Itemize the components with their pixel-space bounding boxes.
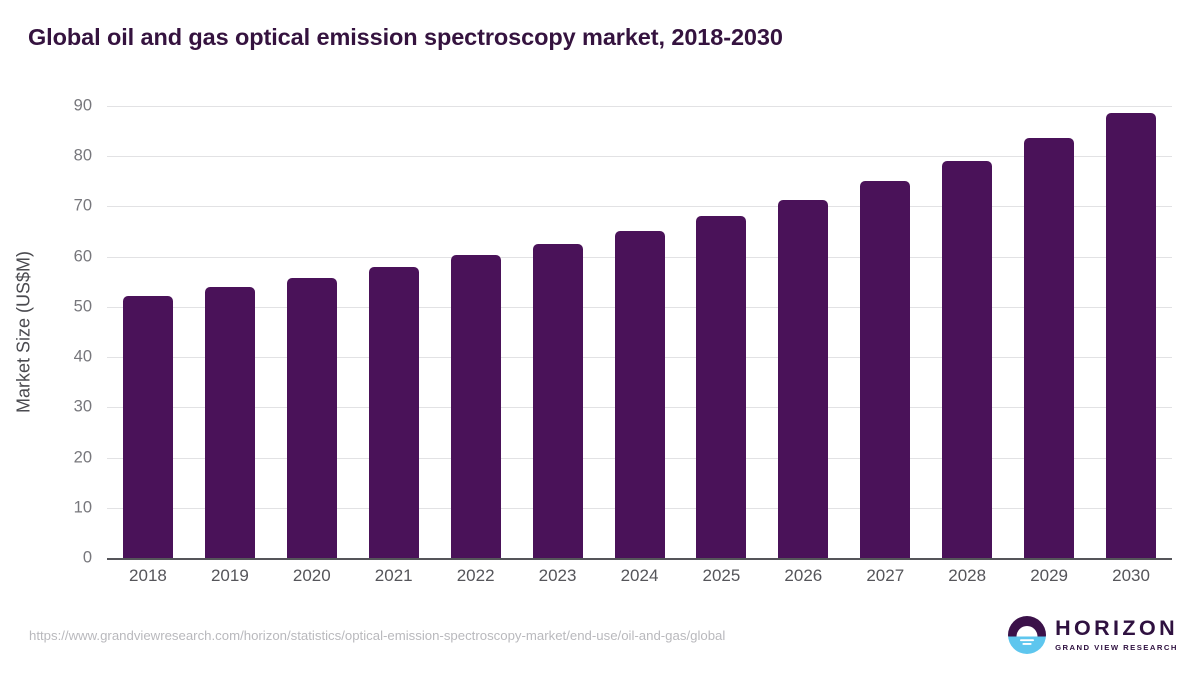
x-tick-label: 2020	[292, 566, 331, 585]
gridline	[107, 206, 1172, 208]
page-title: Global oil and gas optical emission spec…	[28, 24, 783, 50]
bar[interactable]	[450, 255, 501, 558]
x-tick-label: 2019	[210, 566, 249, 585]
bar[interactable]	[696, 215, 747, 558]
horizon-logo-text: HORIZON GRAND VIEW RESEARCH	[1055, 618, 1178, 651]
logo-wordmark: HORIZON	[1055, 616, 1178, 641]
gridline	[107, 156, 1172, 158]
bar[interactable]	[204, 287, 255, 558]
bar[interactable]	[368, 266, 419, 558]
bar[interactable]	[1106, 112, 1157, 558]
x-tick-label: 2023	[538, 566, 577, 585]
x-tick-label: 2021	[374, 566, 413, 585]
bar[interactable]	[778, 199, 829, 558]
y-tick-label: 10	[73, 498, 92, 517]
x-tick-label: 2025	[702, 566, 741, 585]
y-tick-label: 70	[73, 196, 92, 215]
y-tick-label: 80	[73, 146, 92, 165]
x-axis-line	[107, 558, 1172, 560]
bar[interactable]	[1024, 137, 1075, 558]
x-tick-label: 2026	[784, 566, 823, 585]
bar[interactable]	[860, 180, 911, 558]
horizon-logo-icon	[1008, 616, 1047, 654]
horizon-logo[interactable]: HORIZON GRAND VIEW RESEARCH	[1008, 612, 1178, 658]
x-tick-label: 2027	[866, 566, 905, 585]
bar[interactable]	[942, 160, 993, 558]
x-tick-label: 2030	[1112, 566, 1150, 585]
bar[interactable]	[122, 296, 173, 558]
y-tick-label: 50	[73, 297, 92, 316]
bar[interactable]	[286, 277, 337, 558]
y-tick-label: 40	[73, 347, 92, 366]
y-tick-label: 60	[73, 247, 92, 266]
bar[interactable]	[532, 243, 583, 558]
x-tick-label: 2029	[1030, 566, 1069, 585]
x-tick-label: 2024	[620, 566, 659, 585]
logo-tagline: GRAND VIEW RESEARCH	[1055, 642, 1178, 652]
x-axis-tick-labels: 2018 2019 2020 2021 2022 2023 2024 2025 2026 2027…	[107, 566, 1172, 596]
gridline	[107, 106, 1172, 107]
y-tick-label: 90	[73, 96, 92, 115]
x-tick-label: 2022	[456, 566, 495, 585]
y-axis-tick-labels: 0 10 20 30 40 50 60 70 80 90	[0, 97, 92, 567]
plot-area	[107, 106, 1172, 560]
bar[interactable]	[614, 231, 665, 558]
y-tick-label: 0	[82, 548, 92, 567]
y-tick-label: 30	[73, 397, 92, 416]
x-tick-label: 2028	[948, 566, 987, 585]
x-tick-label: 2018	[129, 566, 167, 585]
source-url[interactable]: https://www.grandviewresearch.com/horizo…	[29, 628, 726, 643]
y-tick-label: 20	[73, 448, 92, 467]
